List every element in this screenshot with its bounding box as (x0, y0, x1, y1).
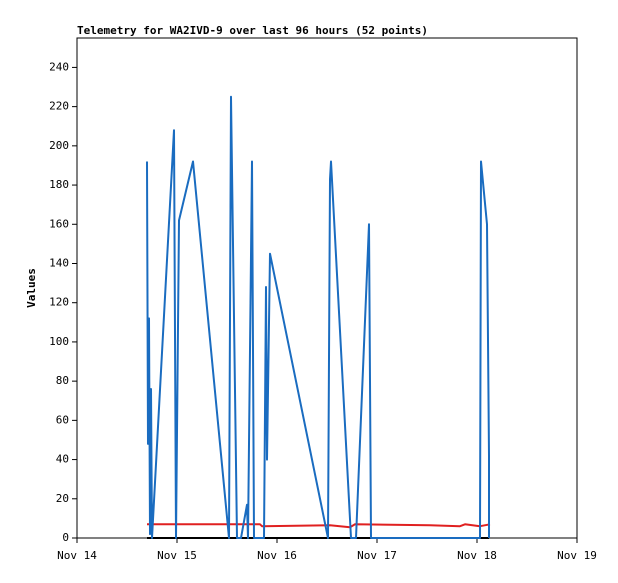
y-tick-label: 20 (56, 492, 69, 505)
y-tick-label: 140 (49, 256, 69, 269)
series-line (147, 523, 491, 529)
series-line (146, 95, 490, 539)
y-tick-label: 0 (62, 531, 69, 544)
y-tick-label: 40 (56, 453, 69, 466)
y-tick-label: 100 (49, 335, 69, 348)
x-tick-label: Nov 18 (457, 549, 497, 562)
y-tick-label: 120 (49, 296, 69, 309)
y-tick-label: 240 (49, 60, 69, 73)
y-tick-label: 80 (56, 374, 69, 387)
x-tick-label: Nov 14 (57, 549, 97, 562)
y-tick-label: 160 (49, 217, 69, 230)
chart-title: Telemetry for WA2IVD-9 over last 96 hour… (77, 24, 428, 37)
x-tick-label: Nov 19 (557, 549, 597, 562)
y-tick-label: 60 (56, 413, 69, 426)
x-tick-label: Nov 16 (257, 549, 297, 562)
x-tick-label: Nov 17 (357, 549, 397, 562)
x-tick-label: Nov 15 (157, 549, 197, 562)
y-axis-label: Values (25, 268, 38, 308)
y-tick-label: 220 (49, 100, 69, 113)
y-tick-label: 200 (49, 139, 69, 152)
y-tick-label: 180 (49, 178, 69, 191)
